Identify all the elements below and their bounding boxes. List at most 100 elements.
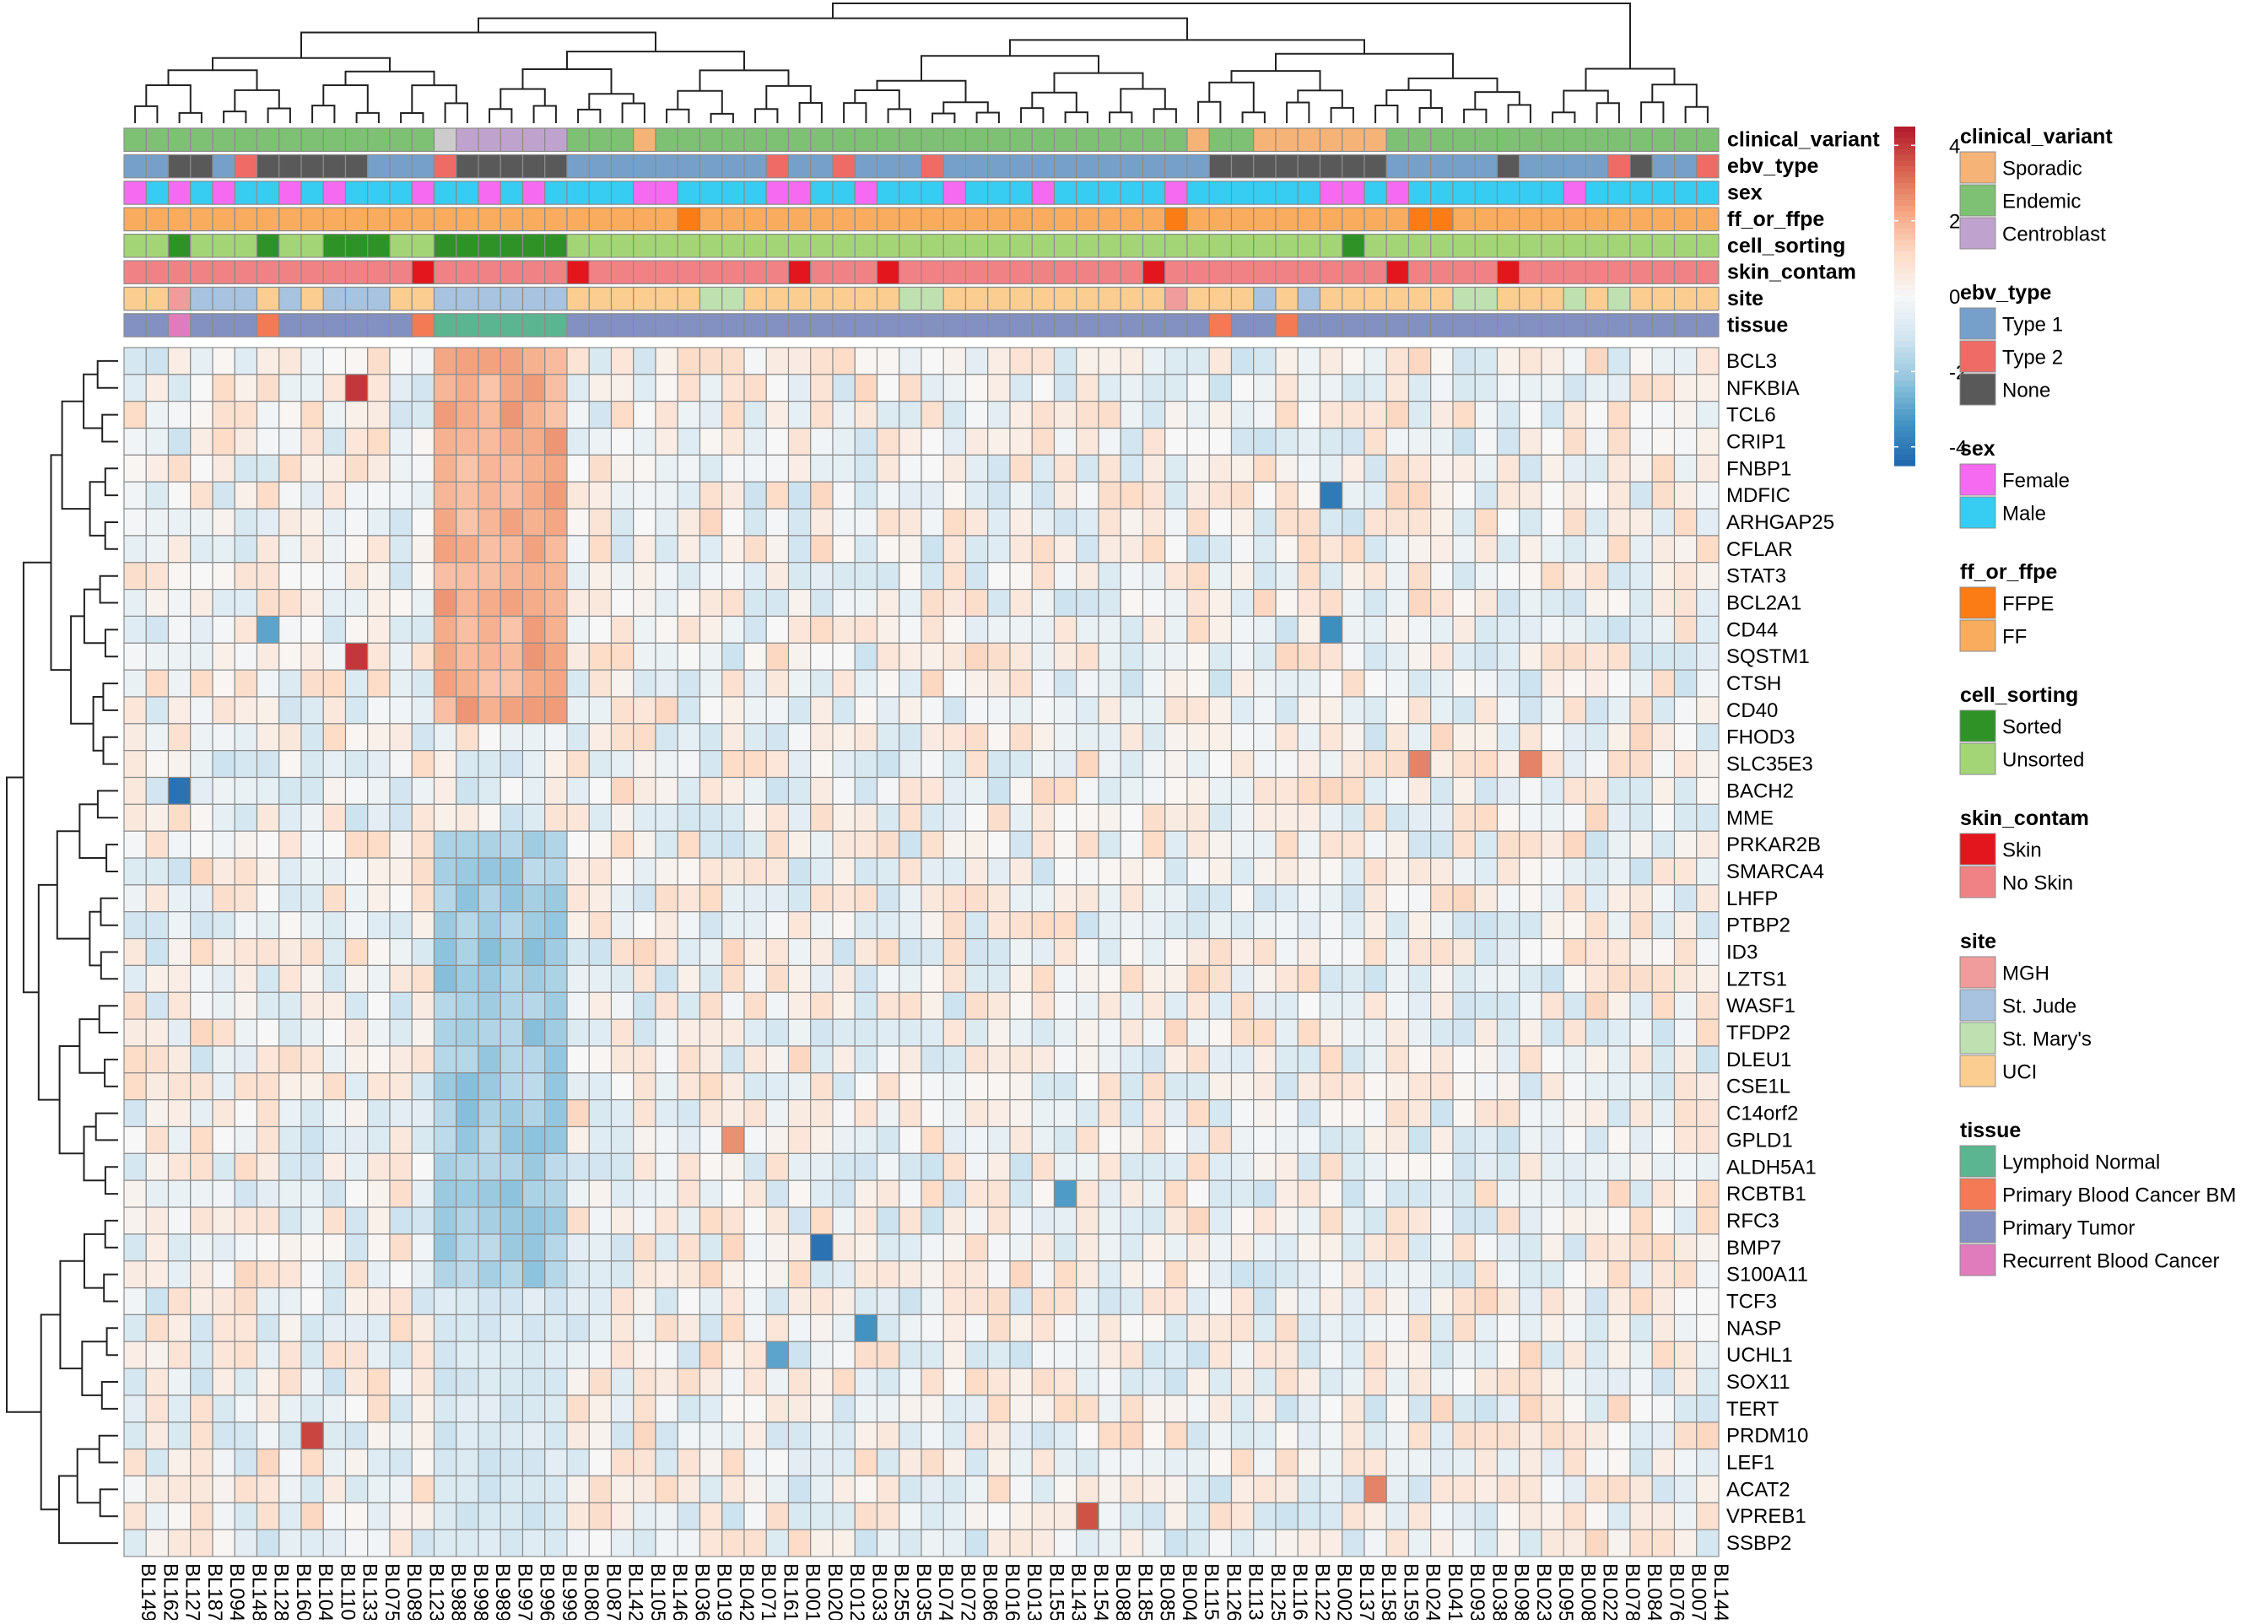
heatmap-cell: [1297, 1233, 1321, 1262]
annotation-cell: [367, 127, 391, 152]
heatmap-cell: [1031, 615, 1056, 644]
heatmap-cell: [1031, 374, 1056, 402]
heatmap-cell: [1142, 1395, 1166, 1423]
heatmap-cell: [300, 1018, 324, 1047]
heatmap-cell: [1696, 401, 1720, 429]
annotation-cell: [1673, 207, 1698, 232]
column-label: BL019: [713, 1563, 736, 1620]
heatmap-cell: [1607, 1206, 1631, 1235]
heatmap-cell: [1364, 1449, 1387, 1477]
heatmap-cell: [566, 401, 590, 429]
annotation-cell: [921, 286, 944, 311]
heatmap-cell: [699, 1287, 723, 1316]
heatmap-cell: [1607, 1422, 1631, 1450]
heatmap-cell: [566, 830, 590, 859]
heatmap-cell: [1164, 508, 1188, 537]
heatmap-cell: [1519, 588, 1542, 618]
heatmap-cell: [1297, 615, 1321, 644]
heatmap-cell: [588, 374, 613, 402]
heatmap-cell: [964, 723, 989, 752]
heatmap-cell: [633, 1233, 656, 1262]
heatmap-cell: [212, 830, 235, 859]
heatmap-cell: [942, 535, 967, 564]
heatmap-cell: [1297, 1287, 1321, 1316]
heatmap-cell: [411, 1260, 435, 1289]
heatmap-cell: [1607, 1475, 1631, 1503]
heatmap-cell: [433, 1422, 457, 1450]
heatmap-cell: [1319, 803, 1343, 832]
heatmap-cell: [1696, 1287, 1720, 1316]
annotation-cell: [964, 207, 989, 232]
heatmap-cell: [566, 669, 590, 698]
heatmap-cell: [478, 857, 501, 886]
colorbar-step: [1894, 127, 1915, 133]
heatmap-cell: [167, 723, 192, 752]
heatmap-cell: [389, 1018, 413, 1047]
heatmap-cell: [854, 454, 878, 483]
heatmap-cell: [456, 1368, 479, 1396]
heatmap-cell: [1319, 1045, 1343, 1074]
heatmap-cell: [1519, 1395, 1542, 1423]
annotation-cell: [322, 234, 347, 258]
annotation-cell: [500, 260, 524, 284]
annotation-cell: [1629, 154, 1653, 179]
annotation-cell: [832, 313, 856, 337]
heatmap-cell: [964, 1072, 989, 1101]
dendrogram-branch: [84, 1233, 105, 1289]
annotation-cell: [1076, 181, 1099, 205]
heatmap-cell: [1076, 964, 1099, 993]
heatmap-cell: [1009, 1125, 1033, 1154]
heatmap-cell: [721, 696, 745, 725]
heatmap-cell: [610, 1152, 634, 1181]
heatmap-cell: [1474, 1260, 1498, 1289]
heatmap-cell: [942, 1502, 967, 1530]
annotation-cell: [389, 154, 413, 179]
annotation-cell: [322, 127, 347, 152]
heatmap-cell: [367, 696, 391, 725]
dendrogram-branch: [1286, 101, 1310, 123]
heatmap-cell: [588, 1314, 613, 1342]
annotation-cell: [1673, 127, 1698, 152]
heatmap-cell: [987, 1475, 1011, 1503]
annotation-tracks: clinical_variantebv_typesexff_or_ffpecel…: [123, 127, 1880, 337]
heatmap-cell: [588, 1395, 613, 1423]
heatmap-cell: [1142, 401, 1166, 429]
annotation-cell: [787, 154, 812, 179]
heatmap-cell: [1407, 1045, 1432, 1074]
heatmap-cell: [1430, 1341, 1454, 1369]
heatmap-cell: [1407, 776, 1432, 805]
heatmap-cell: [1629, 1395, 1653, 1423]
heatmap-cell: [1053, 401, 1077, 429]
heatmap-cell: [1629, 1018, 1653, 1047]
heatmap-cell: [1098, 1152, 1121, 1181]
heatmap-cell: [987, 750, 1011, 779]
heatmap-cell: [1407, 803, 1432, 832]
heatmap-cell: [1230, 1260, 1255, 1289]
annotation-cell: [899, 313, 922, 337]
heatmap-cell: [1120, 1368, 1144, 1396]
annotation-cell: [1076, 313, 1099, 337]
heatmap-cell: [876, 347, 900, 375]
heatmap-cell: [854, 1099, 878, 1128]
heatmap-cell: [1385, 1072, 1410, 1101]
heatmap-cell: [633, 1018, 656, 1047]
heatmap-cell: [367, 1152, 391, 1181]
heatmap-cell: [1673, 1125, 1698, 1154]
heatmap-cell: [1452, 1449, 1476, 1477]
annotation-cell: [876, 260, 900, 284]
heatmap-cell: [1098, 1422, 1121, 1450]
heatmap-cell: [899, 1099, 922, 1128]
heatmap-cell: [876, 1529, 900, 1557]
heatmap-cell: [1342, 884, 1365, 913]
heatmap-cell: [610, 830, 634, 859]
annotation-cell: [633, 234, 656, 258]
heatmap-cell: [478, 347, 501, 375]
heatmap-cell: [854, 1125, 878, 1154]
heatmap-cell: [1407, 401, 1432, 429]
heatmap-cell: [123, 911, 147, 940]
heatmap-cell: [322, 776, 347, 805]
heatmap-cell: [1541, 1072, 1564, 1101]
heatmap-cell: [876, 723, 900, 752]
heatmap-cell: [1031, 1206, 1056, 1235]
annotation-cell: [1186, 260, 1210, 284]
